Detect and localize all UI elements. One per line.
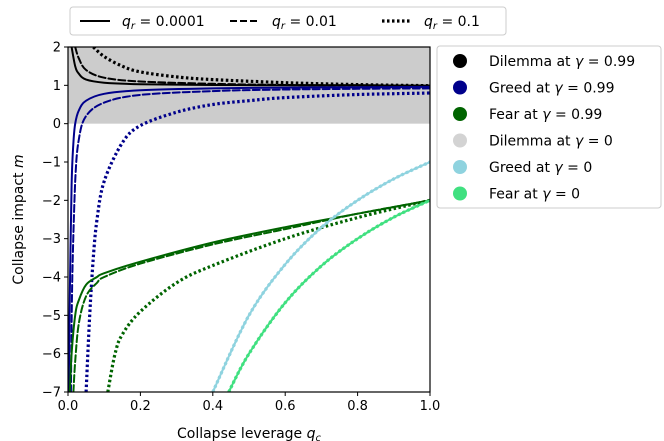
y-tick-label: −4 xyxy=(42,271,61,286)
series-line-8 xyxy=(106,198,430,392)
y-tick-label: −1 xyxy=(42,156,61,171)
series-line-5 xyxy=(84,91,430,392)
legend-color-label: Dilemma at γ = 0.99 xyxy=(489,54,635,70)
x-tick-label: 0.8 xyxy=(347,399,368,414)
series-line-12 xyxy=(227,199,430,392)
series-line-9 xyxy=(211,161,430,392)
y-ticks: 2 1 0 −1 −2 −3 −4 −5 −6 −7 xyxy=(42,41,68,401)
legend-color-label: Fear at γ = 0 xyxy=(489,187,580,203)
legend-color-marker xyxy=(453,186,467,201)
legend-style-label: qr = 0.01 xyxy=(272,14,337,32)
y-axis-label: Collapse impact m xyxy=(11,154,27,284)
series-line-14 xyxy=(227,198,430,392)
legend-color-marker xyxy=(453,133,467,148)
series-line-4 xyxy=(69,87,430,392)
series-line-6 xyxy=(68,199,430,392)
legend-colors-box xyxy=(436,45,662,209)
legend-color-label: Dilemma at γ = 0 xyxy=(489,134,613,150)
x-tick-label: 0.2 xyxy=(130,399,151,414)
series-line-3 xyxy=(68,85,430,392)
y-tick-label: 1 xyxy=(53,79,61,94)
legend-style-label: qr = 0.0001 xyxy=(122,14,205,32)
legend-color-label: Greed at γ = 0.99 xyxy=(489,81,615,97)
y-tick-label: −3 xyxy=(42,232,61,247)
legend-color-marker xyxy=(453,107,467,121)
y-tick-label: −5 xyxy=(42,309,61,324)
y-tick-label: −2 xyxy=(42,194,61,209)
x-tick-label: 0.6 xyxy=(275,399,296,414)
y-tick-label: 2 xyxy=(53,41,61,56)
x-tick-label: 0.0 xyxy=(58,399,79,414)
x-axis-label: Collapse leverage qc xyxy=(177,426,322,441)
series-layer xyxy=(68,47,430,392)
x-tick-label: 0.4 xyxy=(202,399,223,414)
plot-frame xyxy=(67,46,431,393)
x-ticks: 0.0 0.2 0.4 0.6 0.8 1.0 xyxy=(58,392,441,414)
legend-colors: Dilemma at γ = 0.99 Greed at γ = 0.99 Fear… xyxy=(436,45,662,209)
series-line-2 xyxy=(92,47,430,88)
series-line-7 xyxy=(72,199,430,392)
series-line-10 xyxy=(211,161,430,392)
legend-line-styles-box xyxy=(69,6,507,36)
y-tick-label: 0 xyxy=(53,117,61,132)
legend-line-styles: qr = 0.0001 qr = 0.01 qr = 0.1 xyxy=(69,6,507,36)
legend-color-marker xyxy=(453,80,467,95)
y-tick-label: −7 xyxy=(42,386,61,401)
legend-style-label: qr = 0.1 xyxy=(424,14,480,32)
legend-color-marker xyxy=(453,54,467,68)
legend-color-label: Fear at γ = 0.99 xyxy=(489,107,602,123)
y-tick-label: −6 xyxy=(42,347,61,362)
legend-color-label: Greed at γ = 0 xyxy=(489,160,592,176)
series-line-13 xyxy=(227,199,430,392)
x-tick-label: 1.0 xyxy=(420,399,441,414)
legend-color-marker xyxy=(453,160,467,174)
series-line-11 xyxy=(211,160,430,392)
